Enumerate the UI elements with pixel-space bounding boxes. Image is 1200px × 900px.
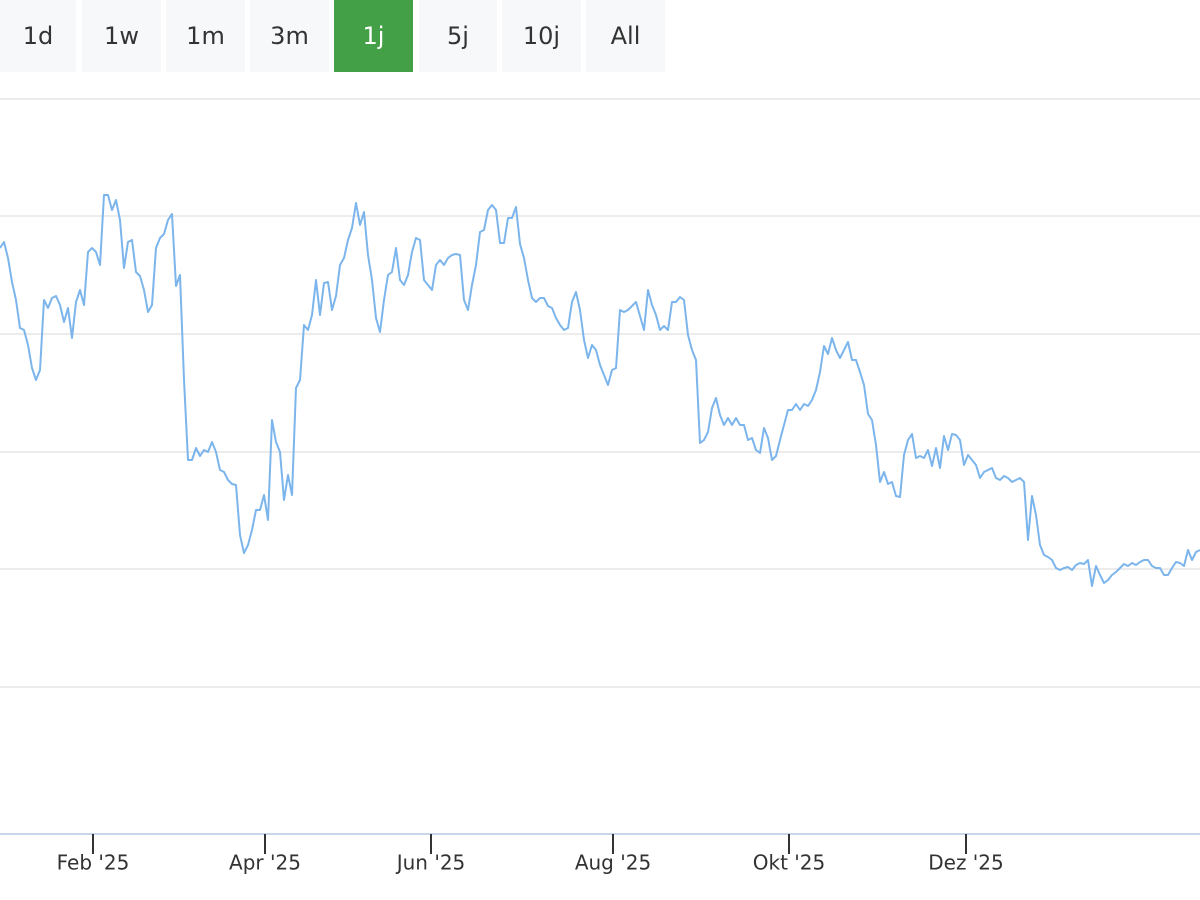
- range-button[interactable]: All: [586, 0, 665, 72]
- price-line: [0, 194, 1200, 587]
- range-button[interactable]: 1m: [166, 0, 245, 72]
- x-tick-label: Dez '25: [928, 851, 1004, 875]
- x-tick-label: Feb '25: [57, 851, 130, 875]
- x-tick-label: Jun '25: [395, 851, 466, 875]
- range-button[interactable]: 1d: [0, 0, 76, 72]
- x-tick-label: Okt '25: [753, 851, 825, 875]
- x-tick-label: Apr '25: [229, 851, 301, 875]
- range-button[interactable]: 5j: [419, 0, 497, 72]
- range-button[interactable]: 10j: [502, 0, 581, 72]
- range-button[interactable]: 3m: [250, 0, 329, 72]
- range-button[interactable]: 1w: [82, 0, 161, 72]
- range-button[interactable]: 1j: [334, 0, 413, 72]
- x-tick-label: Aug '25: [575, 851, 651, 875]
